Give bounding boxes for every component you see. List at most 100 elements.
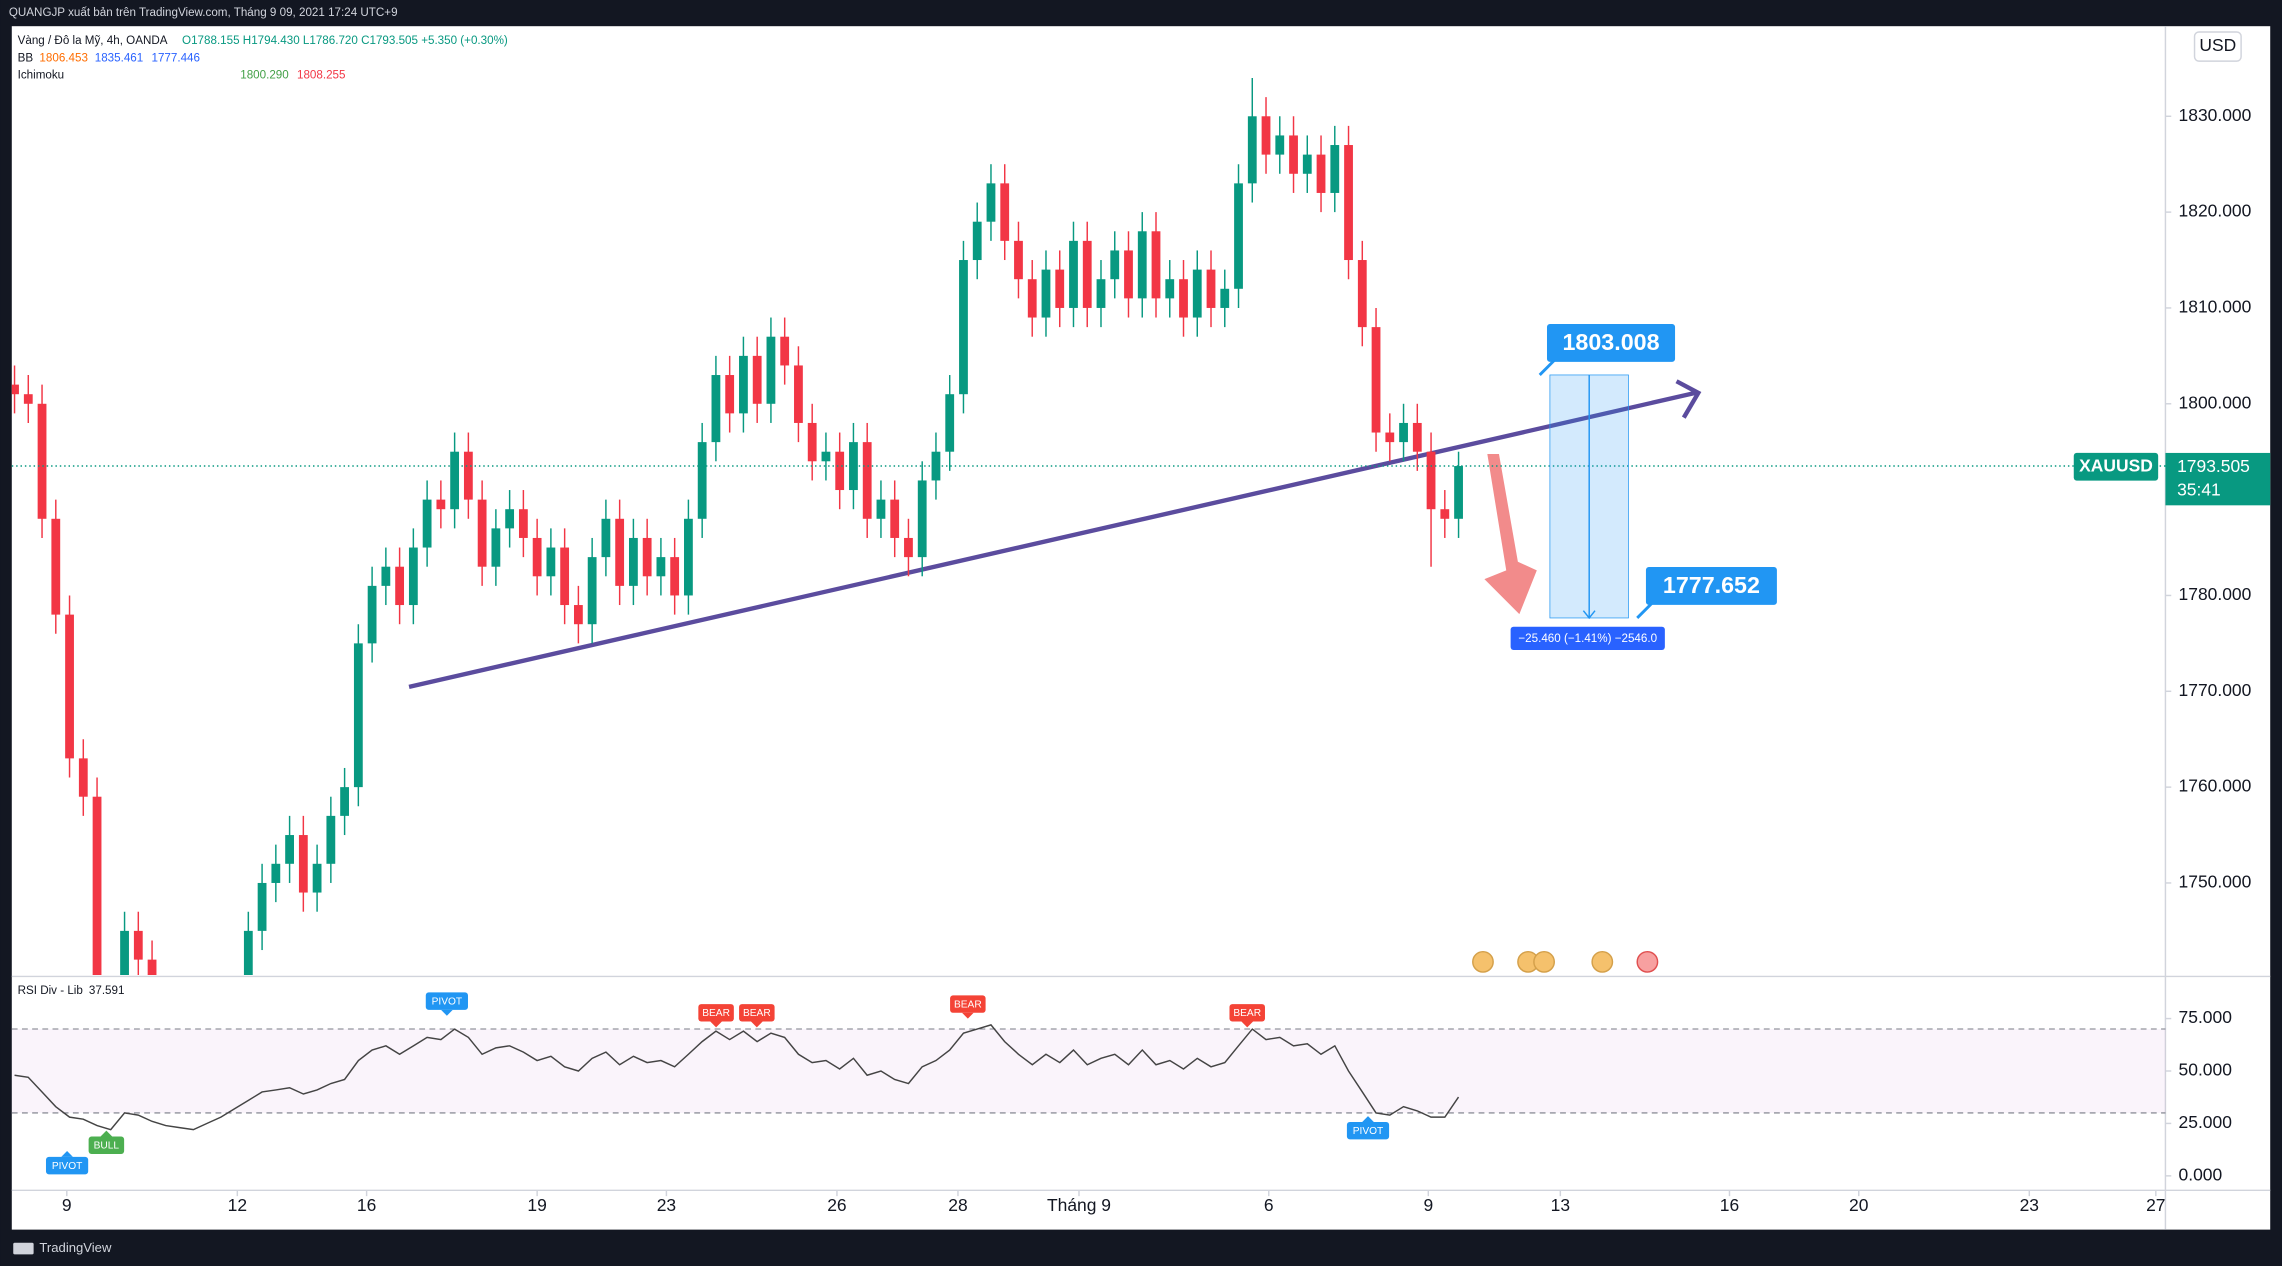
candle-body [684,518,693,596]
candle-body [340,787,349,816]
candle-body [120,930,129,975]
brand-logo [13,1242,34,1255]
candle-body [532,537,542,577]
candle-body [821,451,831,462]
price-box [2165,452,2271,506]
x-tick-label: 28 [948,1195,967,1215]
event-icon[interactable] [1591,950,1614,973]
candle-body [477,499,487,567]
candle-body [945,394,955,452]
candle-body [862,442,872,519]
candle-body [381,566,391,586]
candle-body [1137,231,1147,299]
legend-ichimoku-a: 1800.290 [240,69,289,82]
candle-body [367,585,377,644]
low-label: 1777.652 [1663,572,1760,598]
candle-body [573,605,583,625]
signal-box [1346,1121,1390,1140]
candle-body [560,547,570,606]
candle-body [1220,288,1230,308]
candle-body [1041,269,1051,318]
candle-body [1302,154,1312,174]
candle-body [1371,327,1381,433]
candle-body [1261,116,1271,155]
candle-body [1055,269,1065,308]
rsi-tick-label: 50.000 [2179,1060,2233,1080]
signal-pointer [751,1021,763,1028]
candle-body [1426,451,1436,510]
x-tick-label: 20 [1849,1195,1869,1215]
candle-body [1179,279,1188,318]
rsi-tick-label: 0.000 [2179,1164,2223,1184]
rsi-tick-label: 75.000 [2179,1007,2233,1027]
candle-body [450,451,460,510]
candle-body [904,537,913,558]
change-box [1510,626,1665,650]
signal-label: PIVOT [52,1161,83,1172]
candle-body [1027,279,1037,318]
event-icon[interactable] [1533,950,1555,973]
candle-body [1206,269,1216,308]
candle-body [395,566,405,606]
ticker: XAUUSD [2079,455,2153,475]
candle-body [587,557,597,625]
candle-body [1399,422,1408,443]
candle-body [23,394,33,404]
rsi-tick-label: 25.000 [2179,1112,2233,1132]
signal-label: PIVOT [432,997,463,1008]
candle-body [697,442,707,519]
candle-body [629,537,638,586]
event-icon[interactable] [1472,950,1494,973]
signal-pointer [61,1151,73,1157]
candle-body [1440,509,1450,519]
candle-body [1124,250,1133,299]
candle-body [1412,422,1422,452]
candle-body [463,451,473,500]
signal-pointer [962,1012,974,1019]
candle-body [1096,279,1106,308]
candle-body [491,528,501,567]
candle-body [1289,135,1298,174]
candle-body [642,537,652,577]
candle-body [766,336,776,404]
candle-body [436,499,446,510]
candle-body [1000,183,1010,241]
candle-body [1014,240,1023,280]
y-tick-label: 1760.000 [2179,776,2252,796]
x-tick-label: 23 [657,1195,676,1215]
event-icon[interactable] [1636,950,1659,973]
candle-body [931,451,941,481]
legend-bb: BB [18,51,34,64]
event-icons [1472,950,1659,973]
candles [11,77,1463,975]
candle-body [257,882,267,931]
legend-ichimoku-b: 1808.255 [297,69,346,82]
ticker-box [2073,452,2159,481]
change-label: −25.460 (−1.41%) −2546.0 [1518,632,1657,645]
trend-line[interactable] [408,390,1696,689]
countdown: 35:41 [2177,479,2221,499]
candle-body [78,758,88,797]
candle-body [298,835,308,893]
candle-body [849,442,858,491]
currency: USD [2199,35,2236,55]
last-price: 1793.505 [2177,456,2250,476]
signal-pointer [441,1009,453,1016]
signal-pointer [1241,1021,1254,1028]
candle-body [739,355,748,414]
candle-body [1316,154,1326,193]
candle-body [271,863,281,883]
candle-body [876,499,886,519]
candle-body [1357,260,1367,328]
candle-body [917,480,927,558]
legend-ohlc: O1788.155 H1794.430 L1786.720 C1793.505 … [182,34,508,47]
currency-box[interactable] [2193,31,2242,62]
signal-box [698,1004,734,1022]
candle-body [890,499,900,538]
y-tick-label: 1820.000 [2179,201,2252,221]
candle-body [408,547,418,606]
candle-body [959,260,968,395]
candle-body [711,375,721,443]
legend-bb-lower: 1777.446 [151,51,199,64]
candle-body [656,557,666,577]
